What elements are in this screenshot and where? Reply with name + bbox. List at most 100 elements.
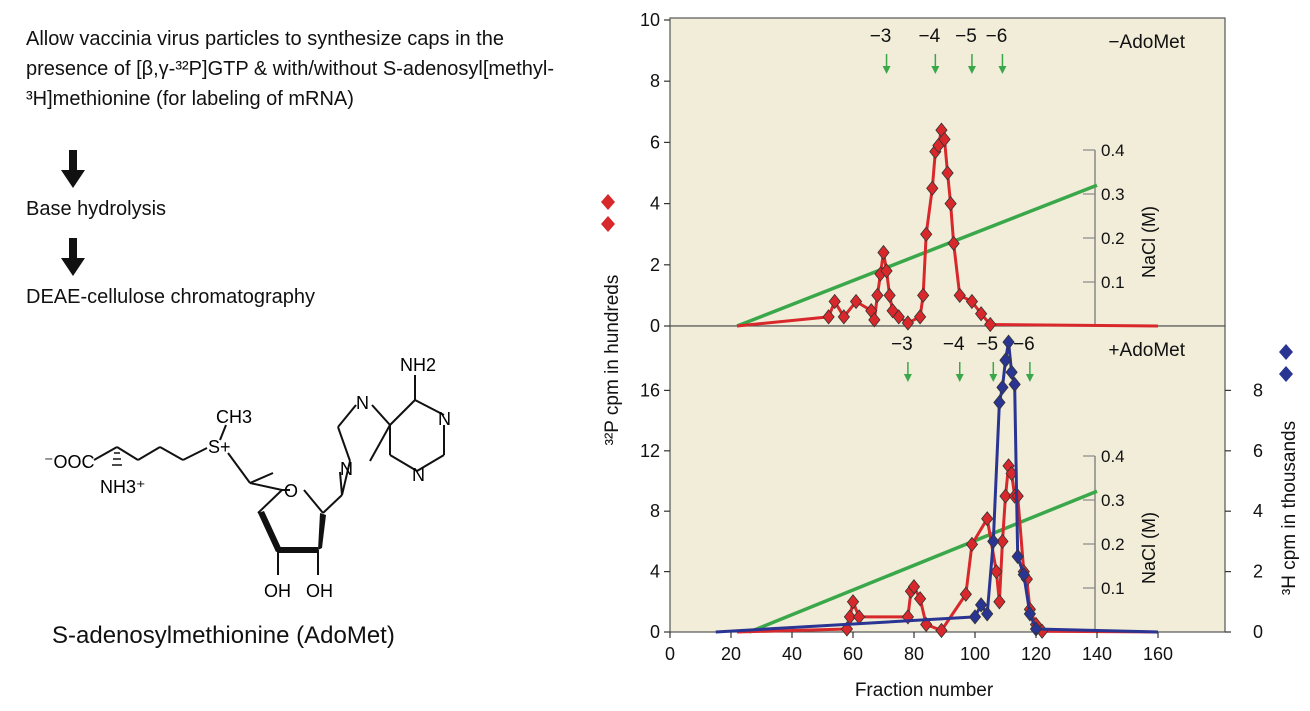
- p32-data-point: [965, 293, 979, 310]
- y-tick-label: 10: [640, 10, 660, 30]
- p32-legend-icon: [601, 194, 615, 210]
- y-right-tick-label: 8: [1253, 380, 1263, 400]
- step-label-3: DEAE-cellulose chromatography: [26, 286, 316, 308]
- p32-data-point: [886, 303, 899, 319]
- y-right-axis-label: ³H cpm in thousands: [1279, 421, 1300, 595]
- sulfonium-label: S+: [208, 437, 231, 457]
- p32-data-point: [883, 287, 896, 304]
- charge-label: −3: [891, 334, 913, 355]
- p32-data-point: [917, 287, 930, 304]
- charge-arrow-head-icon: [989, 374, 998, 382]
- y-tick-label: 8: [650, 501, 660, 521]
- down-arrow-icon: [60, 150, 86, 190]
- p32-data-point: [996, 533, 1009, 550]
- y-right-tick-label: 4: [1253, 501, 1263, 521]
- x-tick-label: 40: [782, 644, 802, 664]
- p32-data-point: [926, 180, 939, 196]
- step-label-1: Allow vaccinia virus particles to synthe…: [26, 28, 554, 110]
- charge-label: −5: [955, 26, 977, 47]
- p32-data-point: [944, 195, 957, 212]
- hydroxyl-3-label: OH: [306, 581, 333, 601]
- h3-data-point: [981, 606, 994, 622]
- y-right-tick-label: 6: [1253, 441, 1263, 461]
- nacl-tick-label: 0.4: [1101, 447, 1125, 466]
- p32-data-point: [840, 621, 854, 637]
- h3-data-point: [968, 609, 982, 625]
- h3-data-point: [996, 379, 1009, 396]
- h3-data-point: [1008, 376, 1021, 393]
- h3-data-point: [1005, 364, 1018, 380]
- x-tick-label: 100: [960, 644, 990, 664]
- plot-area-bottom: [669, 325, 1226, 633]
- p32-data-point: [920, 226, 933, 242]
- nacl-tick-label: 0.2: [1101, 535, 1125, 554]
- n9-label: N: [340, 459, 353, 479]
- charge-arrow-head-icon: [903, 374, 912, 382]
- p32-data-point: [901, 315, 915, 331]
- hydroxyl-2-label: OH: [264, 581, 291, 601]
- h3-data-point: [1011, 548, 1024, 565]
- x-axis-label: Fraction number: [855, 680, 994, 701]
- y-tick-label: 12: [640, 441, 660, 461]
- y-tick-label: 6: [650, 132, 660, 152]
- ring-oxygen-label: O: [284, 481, 298, 501]
- p32-data-point: [892, 309, 905, 325]
- p32-data-point: [938, 131, 951, 147]
- charge-arrow-head-icon: [882, 66, 891, 74]
- p32-data-point: [913, 309, 927, 325]
- p32-data-point: [907, 579, 921, 595]
- x-tick-label: 80: [904, 644, 924, 664]
- y-tick-label: 8: [650, 71, 660, 91]
- charge-arrow-head-icon: [967, 66, 976, 74]
- charge-label: −6: [1013, 334, 1035, 355]
- carboxylate-label: ⁻OOC: [44, 452, 95, 472]
- p32-data-point: [959, 586, 972, 602]
- p32-data-point: [822, 309, 835, 325]
- charge-arrow-head-icon: [955, 374, 964, 382]
- x-tick-label: 120: [1021, 644, 1051, 664]
- p32-data-point: [871, 287, 884, 304]
- x-tick-label: 160: [1143, 644, 1173, 664]
- p32-data-point: [981, 511, 994, 527]
- n7-label: N: [356, 393, 369, 413]
- h3-data-point: [1023, 606, 1037, 622]
- h3-legend-icon: [1279, 344, 1293, 360]
- panel-label: +AdoMet: [1108, 340, 1185, 361]
- x-tick-label: 60: [843, 644, 863, 664]
- charge-label: −4: [943, 334, 965, 355]
- h3-data-point: [999, 352, 1012, 368]
- methyl-label: CH3: [216, 407, 252, 427]
- y-tick-label: 0: [650, 316, 660, 336]
- down-arrow-icon: [60, 238, 86, 278]
- p32-data-point: [877, 244, 890, 261]
- y-tick-label: 2: [650, 255, 660, 275]
- amine-label: NH3⁺: [100, 477, 146, 497]
- charge-label: −5: [976, 334, 998, 355]
- x-tick-label: 20: [721, 644, 741, 664]
- p32-data-point: [990, 563, 1003, 580]
- p32-data-point: [880, 263, 893, 279]
- nacl-tick-label: 0.4: [1101, 141, 1125, 160]
- x-tick-label: 140: [1082, 644, 1112, 664]
- h3-data-point: [1017, 566, 1030, 583]
- nacl-tick-label: 0.3: [1101, 491, 1125, 510]
- amino-label: NH2: [400, 355, 436, 375]
- charge-label: −6: [986, 26, 1008, 47]
- nacl-axis-label: NaCl (M): [1139, 512, 1159, 584]
- h3-data-point: [1002, 334, 1015, 350]
- nacl-gradient-line: [748, 489, 1098, 634]
- n1-label: N: [438, 409, 451, 429]
- p32-data-point: [901, 609, 915, 625]
- p32-data-point: [999, 488, 1012, 504]
- p32-data-point: [953, 287, 966, 304]
- panel-label: −AdoMet: [1108, 32, 1185, 53]
- h3-data-point: [993, 394, 1006, 411]
- step-label-2: Base hydrolysis: [26, 198, 167, 220]
- molecule-caption: S-adenosylmethionine (AdoMet): [52, 622, 395, 649]
- h3-data-point: [974, 597, 988, 613]
- nacl-axis-label: NaCl (M): [1139, 206, 1159, 278]
- p32-data-point: [965, 536, 979, 553]
- y-left-axis-label: ³²P cpm in hundreds: [602, 275, 623, 446]
- h3-data-point: [987, 533, 1000, 550]
- p32-data-point: [974, 306, 988, 322]
